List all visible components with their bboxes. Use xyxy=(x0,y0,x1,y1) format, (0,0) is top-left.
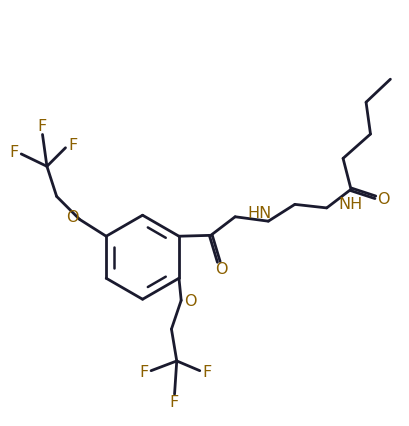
Text: F: F xyxy=(9,145,19,160)
Text: O: O xyxy=(377,192,389,207)
Text: F: F xyxy=(68,138,77,153)
Text: F: F xyxy=(169,394,178,409)
Text: F: F xyxy=(37,119,46,134)
Text: F: F xyxy=(202,366,211,380)
Text: HN: HN xyxy=(247,206,271,221)
Text: F: F xyxy=(139,366,148,380)
Text: O: O xyxy=(184,294,196,309)
Text: O: O xyxy=(215,262,227,277)
Text: O: O xyxy=(66,210,79,225)
Text: NH: NH xyxy=(339,197,363,212)
